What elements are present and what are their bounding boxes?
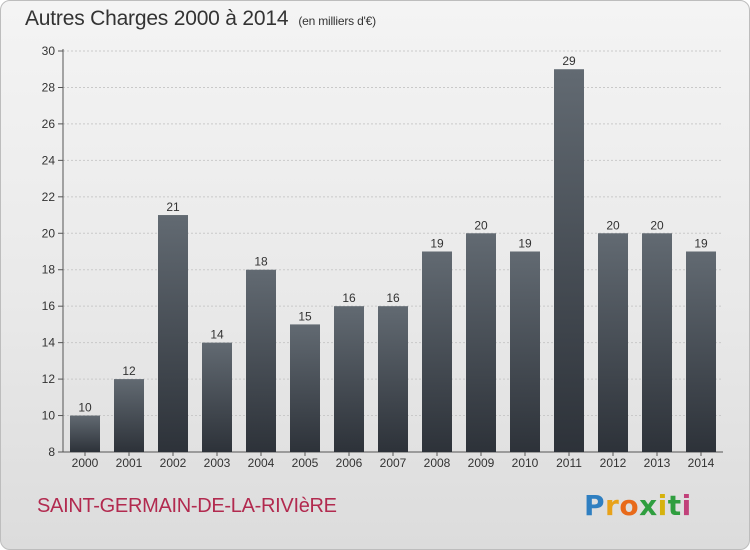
bar	[378, 306, 408, 452]
logo-letter: r	[605, 489, 620, 522]
bar	[246, 269, 276, 452]
bar-value-label: 20	[606, 218, 620, 232]
chart-unit-note: (en milliers d'€)	[298, 14, 376, 28]
bar-value-label: 10	[78, 401, 92, 415]
x-tick-label: 2011	[556, 456, 582, 470]
proxiti-logo[interactable]: Proxiti	[584, 489, 692, 522]
bar-value-label: 19	[518, 237, 532, 251]
bar	[598, 233, 628, 452]
bar-value-label: 20	[650, 218, 664, 232]
y-tick-label: 28	[42, 80, 56, 94]
bar-value-label: 19	[694, 237, 708, 251]
bar	[510, 251, 540, 452]
y-tick-label: 16	[42, 299, 56, 313]
y-tick-label: 20	[42, 226, 56, 240]
x-tick-label: 2000	[72, 456, 99, 470]
x-tick-label: 2007	[380, 456, 407, 470]
x-tick-label: 2002	[160, 456, 187, 470]
x-tick-label: 2001	[116, 456, 143, 470]
bar-value-label: 20	[474, 218, 488, 232]
x-tick-label: 2012	[600, 456, 627, 470]
bar	[554, 69, 584, 453]
bar	[290, 324, 320, 452]
y-tick-label: 14	[42, 336, 56, 350]
x-tick-label: 2003	[204, 456, 231, 470]
bar	[422, 251, 452, 452]
logo-letter: i	[681, 489, 692, 522]
chart-title-text: Autres Charges 2000 à 2014	[25, 7, 289, 30]
y-tick-label: 12	[42, 372, 56, 386]
bar	[70, 415, 100, 452]
bar-value-label: 19	[430, 237, 444, 251]
bar	[202, 342, 232, 452]
bar	[642, 233, 672, 452]
logo-letter: i	[657, 489, 668, 522]
bar-value-label: 21	[166, 200, 180, 214]
y-tick-label: 22	[42, 190, 56, 204]
bar	[158, 215, 188, 452]
y-tick-label: 18	[42, 263, 56, 277]
bar-value-label: 29	[562, 54, 576, 68]
bar-value-label: 16	[386, 291, 400, 305]
y-tick-label: 24	[42, 153, 56, 167]
x-tick-label: 2014	[688, 456, 715, 470]
x-tick-label: 2008	[424, 456, 451, 470]
bar-value-label: 16	[342, 291, 356, 305]
x-tick-label: 2004	[248, 456, 275, 470]
commune-name: SAINT-GERMAIN-DE-LA-RIVIèRE	[37, 495, 337, 517]
logo-letter: t	[667, 489, 682, 522]
bar	[334, 306, 364, 452]
x-tick-label: 2009	[468, 456, 495, 470]
bar-value-label: 12	[122, 364, 136, 378]
bar-value-label: 14	[210, 328, 224, 342]
y-tick-label: 30	[42, 44, 56, 58]
x-tick-label: 2005	[292, 456, 319, 470]
y-tick-label: 8	[48, 445, 55, 459]
x-tick-label: 2010	[512, 456, 539, 470]
bar	[686, 251, 716, 452]
chart-title: Autres Charges 2000 à 2014 (en milliers d…	[25, 7, 376, 31]
logo-letter: o	[619, 489, 640, 522]
bar	[114, 379, 144, 452]
bar	[466, 233, 496, 452]
x-tick-label: 2013	[644, 456, 671, 470]
x-tick-label: 2006	[336, 456, 363, 470]
bar-value-label: 15	[298, 309, 312, 323]
logo-letter: x	[639, 489, 658, 522]
logo-letter: P	[584, 489, 606, 522]
y-tick-label: 10	[42, 409, 56, 423]
bar-value-label: 18	[254, 255, 268, 269]
y-tick-label: 26	[42, 117, 56, 131]
